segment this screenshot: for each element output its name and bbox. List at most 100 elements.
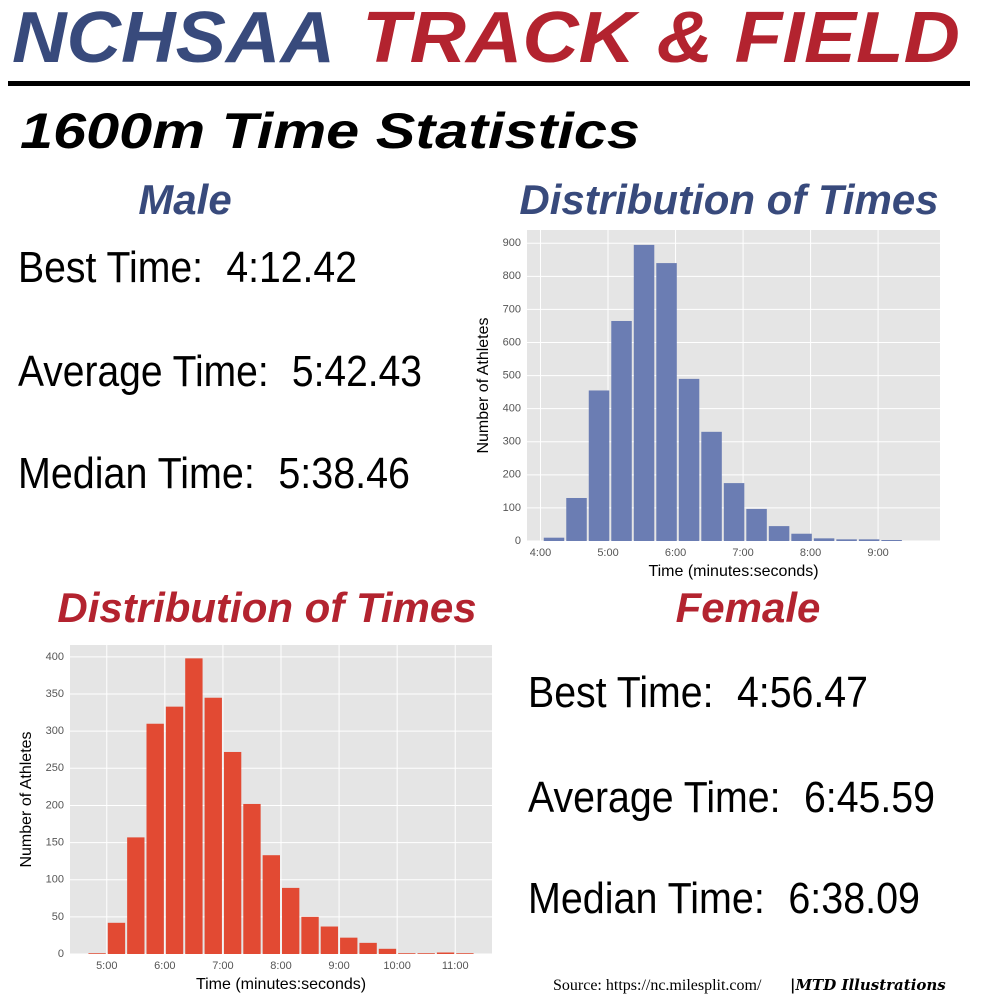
bar xyxy=(127,837,145,954)
bar xyxy=(223,751,242,954)
bar xyxy=(301,916,319,954)
bar xyxy=(398,953,416,954)
x-tick-label: 10:00 xyxy=(383,960,411,972)
male-best: Best Time: 4:12.42 xyxy=(18,243,357,292)
bar xyxy=(543,537,565,541)
y-tick-label: 350 xyxy=(46,688,64,700)
bar xyxy=(417,953,435,954)
y-tick-label: 600 xyxy=(503,336,521,348)
bar xyxy=(282,887,300,954)
bar xyxy=(204,697,222,954)
bar xyxy=(436,952,455,954)
y-tick-label: 100 xyxy=(503,502,521,514)
bar xyxy=(243,803,261,954)
chart-title: Distribution of Times xyxy=(57,584,476,631)
x-axis-label: Time (minutes:seconds) xyxy=(648,563,818,580)
y-tick-label: 900 xyxy=(503,237,521,249)
y-tick-label: 250 xyxy=(46,762,64,774)
y-tick-label: 800 xyxy=(503,270,521,282)
bar xyxy=(340,937,358,954)
bar xyxy=(611,320,632,541)
bar xyxy=(262,855,280,954)
stat-value: 6:45.59 xyxy=(804,773,935,822)
subtitle: 1600m Time Statistics xyxy=(20,103,640,159)
bar xyxy=(858,539,880,541)
bar xyxy=(456,953,474,954)
stat-label: Average Time: xyxy=(528,773,781,822)
female-best: Best Time: 4:56.47 xyxy=(528,668,868,717)
y-axis-label: Number of Athletes xyxy=(475,317,492,453)
x-tick-label: 11:00 xyxy=(442,960,469,972)
source: Source: https://nc.milesplit.com/ xyxy=(553,977,762,994)
female-average: Average Time: 6:45.59 xyxy=(528,773,935,822)
bar xyxy=(701,431,722,541)
male-heading: Male xyxy=(138,176,231,223)
stat-label: Median Time: xyxy=(528,874,765,923)
x-tick-label: 7:00 xyxy=(212,960,233,972)
y-tick-label: 0 xyxy=(515,535,521,547)
x-tick-label: 6:00 xyxy=(665,547,686,559)
stat-label: Best Time: xyxy=(18,243,203,292)
bar xyxy=(746,508,767,541)
y-tick-label: 200 xyxy=(46,799,64,811)
chart-title: Distribution of Times xyxy=(519,176,938,223)
bar xyxy=(768,526,790,541)
bar xyxy=(359,942,377,954)
y-tick-label: 700 xyxy=(503,303,521,315)
y-tick-label: 400 xyxy=(503,403,521,415)
header-sport: TRACK & FIELD xyxy=(362,0,960,78)
stat-label: Median Time: xyxy=(18,449,255,498)
x-tick-label: 5:00 xyxy=(597,547,618,559)
bar xyxy=(146,723,164,954)
y-axis-label: Number of Athletes xyxy=(18,731,35,867)
y-tick-label: 100 xyxy=(46,874,64,886)
bar xyxy=(566,497,587,541)
bar xyxy=(678,378,700,541)
stat-value: 5:38.46 xyxy=(278,449,410,498)
x-tick-label: 9:00 xyxy=(328,960,349,972)
stat-label: Best Time: xyxy=(528,668,714,717)
y-tick-label: 0 xyxy=(58,948,64,960)
bar xyxy=(88,953,106,954)
y-tick-label: 500 xyxy=(503,369,521,381)
x-tick-label: 9:00 xyxy=(867,547,888,559)
bar xyxy=(107,922,126,954)
y-tick-label: 50 xyxy=(52,911,64,923)
male-average: Average Time: 5:42.43 xyxy=(18,347,422,396)
stat-label: Average Time: xyxy=(18,347,269,396)
bar xyxy=(813,538,835,541)
header-rule xyxy=(8,81,970,86)
stat-value: 6:38.09 xyxy=(788,874,920,923)
female-heading: Female xyxy=(676,584,821,631)
bar xyxy=(791,533,812,541)
male-median: Median Time: 5:38.46 xyxy=(18,449,410,498)
bar xyxy=(633,244,655,541)
x-tick-label: 7:00 xyxy=(732,547,753,559)
stat-value: 5:42.43 xyxy=(292,347,422,396)
y-tick-label: 200 xyxy=(503,469,521,481)
bar xyxy=(881,540,902,541)
credit: |MTD Illustrations xyxy=(790,976,946,994)
bar xyxy=(656,263,677,541)
bar xyxy=(836,539,857,541)
y-tick-label: 150 xyxy=(46,836,64,848)
x-axis-label: Time (minutes:seconds) xyxy=(196,976,366,993)
x-tick-label: 4:00 xyxy=(530,547,551,559)
x-tick-label: 5:00 xyxy=(96,960,117,972)
y-tick-label: 300 xyxy=(46,725,64,737)
x-tick-label: 8:00 xyxy=(270,960,291,972)
female-median: Median Time: 6:38.09 xyxy=(528,874,920,923)
bar xyxy=(588,390,610,541)
bar xyxy=(378,948,397,954)
bar xyxy=(185,658,203,954)
y-tick-label: 400 xyxy=(46,651,64,663)
bar xyxy=(320,926,339,954)
stat-value: 4:12.42 xyxy=(226,243,357,292)
header-org: NCHSAA xyxy=(12,0,335,78)
bar xyxy=(165,706,184,954)
bar xyxy=(723,483,745,541)
y-tick-label: 300 xyxy=(503,436,521,448)
x-tick-label: 6:00 xyxy=(154,960,175,972)
stat-value: 4:56.47 xyxy=(737,668,868,717)
